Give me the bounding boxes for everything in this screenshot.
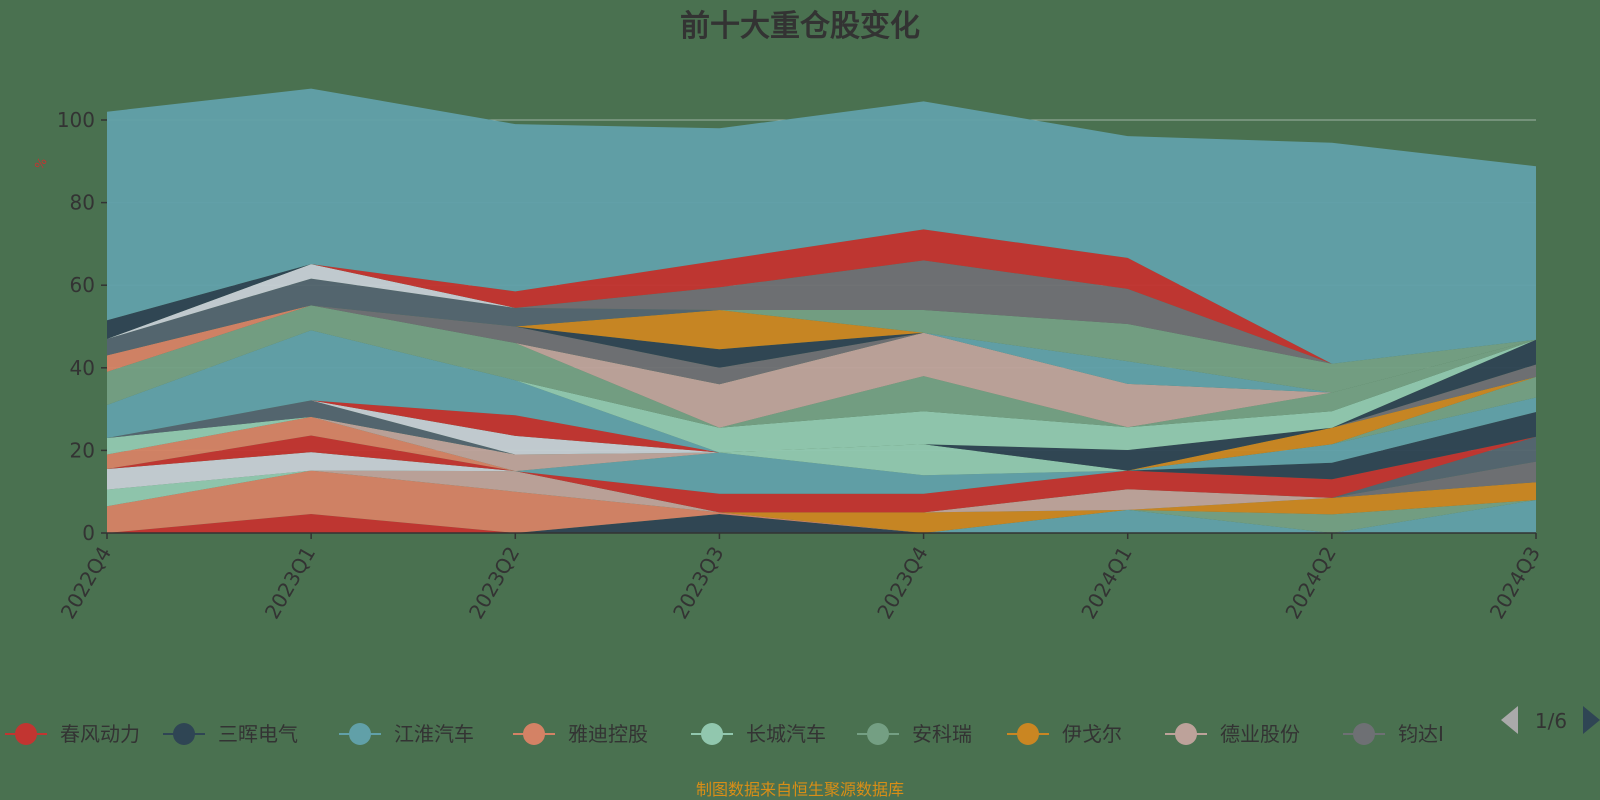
legend-marker-icon (1175, 723, 1197, 745)
legend-item-3[interactable]: 雅迪控股 (513, 722, 648, 746)
area-series-13 (107, 397, 1536, 494)
pager-next-icon[interactable] (1583, 706, 1600, 734)
y-tick-label: 0 (82, 521, 95, 545)
area-series-11 (107, 435, 1536, 513)
area-series-27 (107, 305, 1536, 428)
pager-prev-icon[interactable] (1501, 706, 1518, 734)
legend-item-8[interactable]: 钧达I (1343, 722, 1444, 746)
area-series-39 (107, 88, 1536, 364)
legend-item-4[interactable]: 长城汽车 (691, 722, 826, 746)
area-series-3 (107, 470, 1536, 533)
area-series-6 (107, 470, 1536, 533)
x-tick-label: 2023Q2 (464, 542, 524, 623)
legend-item-1[interactable]: 三晖电气 (163, 722, 298, 746)
source-note: 制图数据来自恒生聚源数据库 (696, 780, 904, 799)
y-tick-label: 60 (70, 273, 95, 297)
legend-marker-icon (349, 723, 371, 745)
x-tick-label: 2024Q1 (1076, 542, 1136, 623)
y-tick-label: 80 (70, 191, 95, 215)
axes (101, 119, 1537, 539)
area-series-37 (107, 260, 1536, 364)
chart-title: 前十大重仓股变化 (680, 9, 920, 44)
legend-pager: 1/6 (1501, 706, 1600, 734)
area-series-15 (107, 397, 1536, 476)
y-tick-label: 40 (70, 356, 95, 380)
legend[interactable]: 春风动力 三晖电气 江淮汽车 雅迪控股 长城汽车 安科瑞 伊戈尔 德业股份 钧达I (5, 722, 1444, 746)
area-series-7 (107, 470, 1536, 513)
area-series-38 (107, 229, 1536, 364)
legend-item-7[interactable]: 德业股份 (1165, 722, 1300, 746)
y-tick-label: 20 (70, 438, 95, 462)
legend-label: 长城汽车 (746, 722, 826, 746)
y-tick-labels: 0 20 40 60 80 100 (57, 108, 95, 545)
area-series-18 (107, 376, 1536, 472)
y-unit-label: % (32, 155, 50, 172)
legend-item-0[interactable]: 春风动力 (5, 722, 140, 746)
x-tick-label: 2024Q2 (1280, 542, 1340, 623)
legend-label: 春风动力 (60, 722, 140, 746)
area-series-group (107, 88, 1536, 533)
legend-label: 德业股份 (1220, 722, 1300, 746)
legend-label: 安科瑞 (912, 722, 972, 746)
legend-marker-icon (1017, 723, 1039, 745)
legend-marker-icon (173, 723, 195, 745)
legend-label: 三晖电气 (218, 722, 298, 746)
legend-item-2[interactable]: 江淮汽车 (339, 722, 474, 746)
legend-marker-icon (867, 723, 889, 745)
area-series-28 (107, 305, 1536, 393)
x-tick-labels: 2022Q4 2023Q1 2023Q2 2023Q3 2023Q4 2024Q1 2024… (56, 542, 1545, 623)
x-tick-label: 2024Q3 (1485, 542, 1545, 623)
area-series-25 (107, 330, 1536, 453)
legend-label: 伊戈尔 (1062, 722, 1122, 746)
x-tick-label: 2022Q4 (56, 542, 116, 623)
legend-label: 江淮汽车 (394, 722, 474, 746)
legend-marker-icon (1353, 723, 1375, 745)
legend-label: 雅迪控股 (568, 722, 648, 746)
legend-marker-icon (15, 723, 37, 745)
area-series-21 (107, 364, 1536, 471)
pager-page-indicator: 1/6 (1535, 709, 1567, 733)
area-series-24 (107, 330, 1536, 453)
area-series-29 (107, 305, 1536, 393)
y-tick-label: 100 (57, 108, 95, 132)
legend-item-5[interactable]: 安科瑞 (857, 722, 972, 746)
area-series-26 (107, 305, 1536, 428)
legend-item-6[interactable]: 伊戈尔 (1007, 722, 1122, 746)
x-tick-label: 2023Q4 (872, 542, 932, 623)
x-tick-label: 2023Q1 (260, 542, 320, 623)
x-tick-label: 2023Q3 (668, 542, 728, 623)
legend-marker-icon (523, 723, 545, 745)
area-series-4 (107, 470, 1536, 533)
area-series-30 (107, 305, 1536, 393)
legend-marker-icon (701, 723, 723, 745)
area-series-31 (107, 305, 1536, 393)
area-series-2 (107, 500, 1536, 533)
legend-label: 钧达I (1398, 722, 1444, 746)
area-series-20 (107, 364, 1536, 471)
area-series-32 (107, 305, 1536, 393)
